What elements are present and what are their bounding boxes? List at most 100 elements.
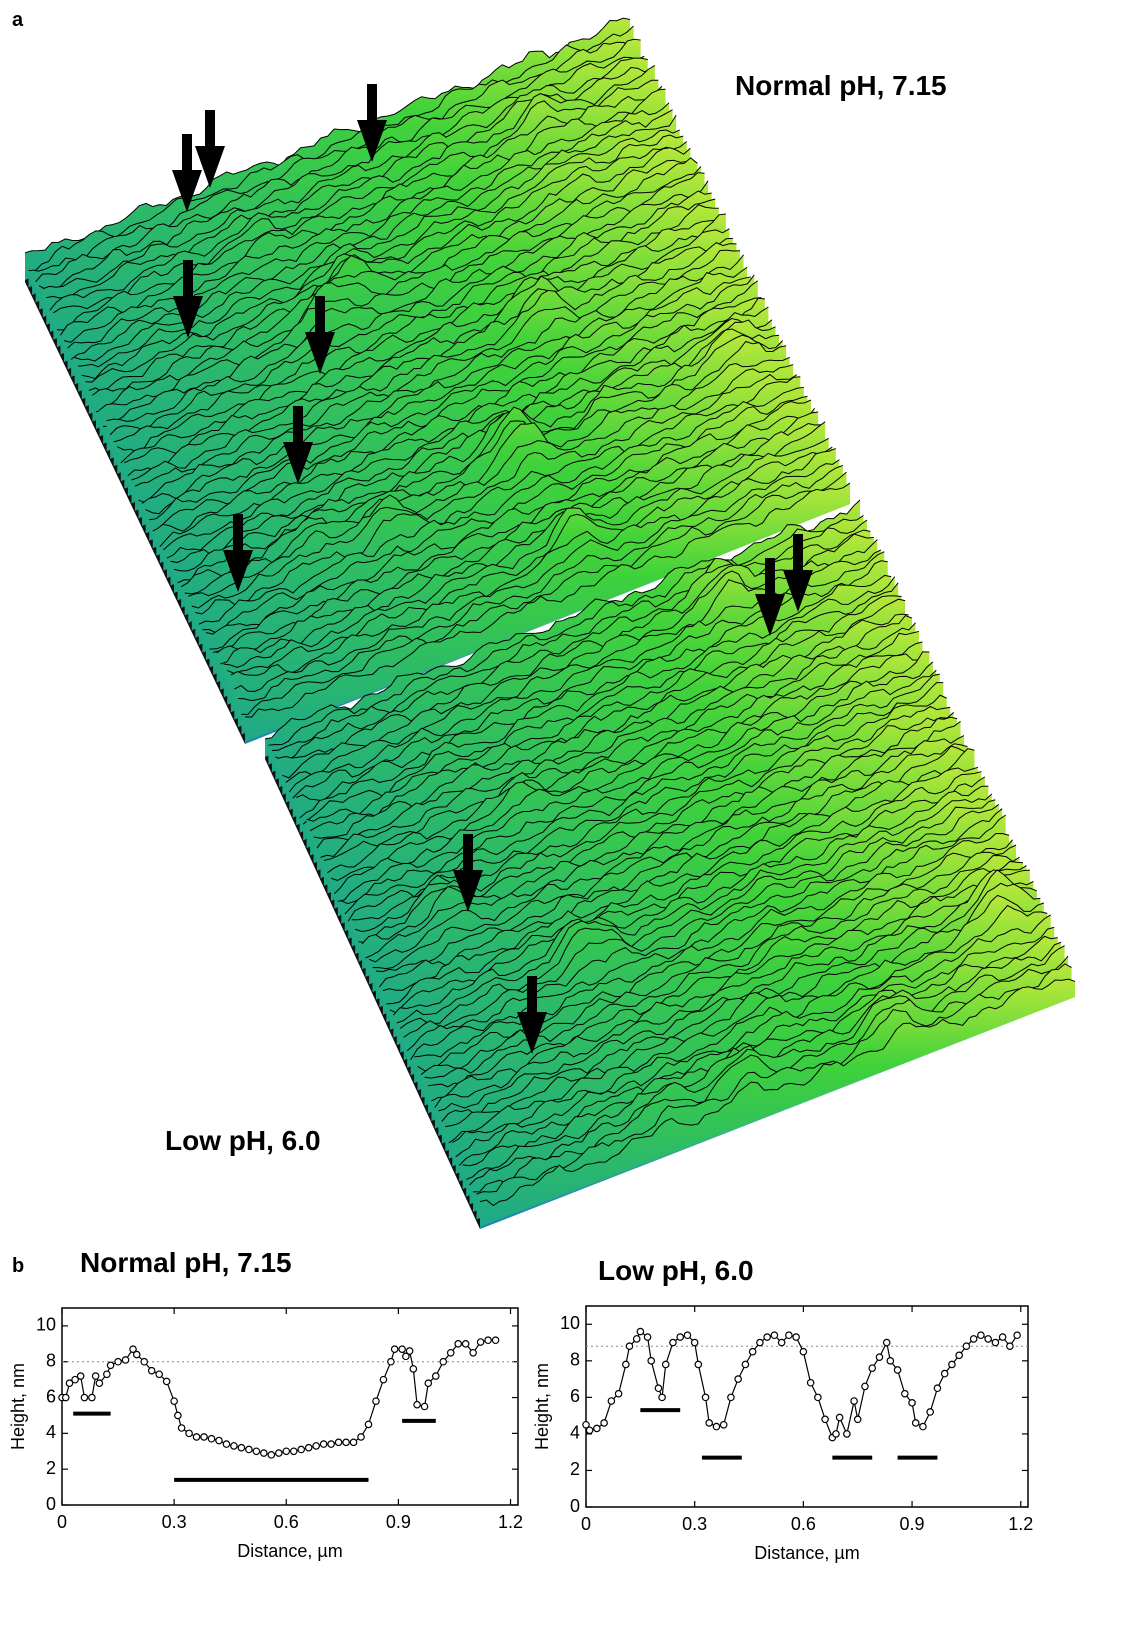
data-point xyxy=(305,1444,311,1450)
data-point xyxy=(448,1350,454,1356)
data-point xyxy=(175,1412,181,1418)
data-point xyxy=(644,1334,650,1340)
data-point xyxy=(485,1337,491,1343)
data-point xyxy=(201,1434,207,1440)
data-point xyxy=(608,1398,614,1404)
data-point xyxy=(822,1416,828,1422)
data-point xyxy=(283,1448,289,1454)
data-point xyxy=(276,1450,282,1456)
data-point xyxy=(749,1348,755,1354)
surface-plots xyxy=(25,18,1075,1229)
x-axis-label: Distance, µm xyxy=(237,1541,342,1561)
data-point xyxy=(887,1358,893,1364)
data-point xyxy=(365,1421,371,1427)
y-tick-label: 10 xyxy=(36,1315,56,1335)
x-tick-label: 0 xyxy=(581,1514,591,1534)
surface-label: Low pH, 6.0 xyxy=(165,1125,321,1156)
x-tick-label: 0.6 xyxy=(274,1512,299,1532)
data-point xyxy=(927,1409,933,1415)
data-point xyxy=(81,1394,87,1400)
data-point xyxy=(869,1365,875,1371)
y-tick-label: 6 xyxy=(46,1386,56,1406)
data-point xyxy=(894,1367,900,1373)
data-point xyxy=(171,1398,177,1404)
data-point xyxy=(350,1439,356,1445)
y-tick-label: 4 xyxy=(570,1423,580,1443)
data-point xyxy=(956,1352,962,1358)
data-point xyxy=(122,1357,128,1363)
data-point xyxy=(462,1341,468,1347)
data-point xyxy=(440,1359,446,1365)
data-point xyxy=(601,1420,607,1426)
data-point xyxy=(470,1350,476,1356)
data-point xyxy=(855,1416,861,1422)
data-point xyxy=(876,1354,882,1360)
data-point xyxy=(421,1403,427,1409)
x-tick-label: 1.2 xyxy=(1008,1514,1033,1534)
data-point xyxy=(793,1334,799,1340)
data-point xyxy=(735,1376,741,1382)
data-point xyxy=(268,1452,274,1458)
data-point xyxy=(77,1373,83,1379)
data-point xyxy=(1007,1343,1013,1349)
data-point xyxy=(691,1339,697,1345)
data-point xyxy=(909,1400,915,1406)
panel-label: a xyxy=(12,9,24,31)
y-tick-label: 2 xyxy=(46,1458,56,1478)
data-point xyxy=(414,1402,420,1408)
plot-frame xyxy=(62,1308,518,1505)
data-point xyxy=(851,1398,857,1404)
data-point xyxy=(663,1361,669,1367)
data-point xyxy=(373,1398,379,1404)
data-point xyxy=(238,1444,244,1450)
data-point xyxy=(978,1332,984,1338)
data-point xyxy=(163,1378,169,1384)
data-point xyxy=(134,1351,140,1357)
y-tick-label: 6 xyxy=(570,1386,580,1406)
data-point xyxy=(406,1348,412,1354)
data-point xyxy=(742,1361,748,1367)
data-point xyxy=(298,1446,304,1452)
data-point xyxy=(684,1332,690,1338)
data-point xyxy=(800,1348,806,1354)
data-point xyxy=(186,1430,192,1436)
data-point xyxy=(104,1371,110,1377)
line-chart: Normal pH, 7.15024681000.30.60.91.2Dista… xyxy=(8,1247,523,1561)
data-point xyxy=(107,1362,113,1368)
data-point xyxy=(178,1425,184,1431)
data-point xyxy=(833,1431,839,1437)
data-point xyxy=(63,1394,69,1400)
data-point xyxy=(343,1439,349,1445)
data-point xyxy=(391,1346,397,1352)
data-point xyxy=(623,1361,629,1367)
data-point xyxy=(807,1380,813,1386)
x-tick-label: 0 xyxy=(57,1512,67,1532)
data-point xyxy=(455,1341,461,1347)
data-point xyxy=(659,1394,665,1400)
data-point xyxy=(757,1339,763,1345)
x-tick-label: 0.3 xyxy=(162,1512,187,1532)
data-point xyxy=(985,1336,991,1342)
data-point xyxy=(884,1339,890,1345)
data-point xyxy=(912,1420,918,1426)
line-chart: Low pH, 6.0024681000.30.60.91.2Distance,… xyxy=(532,1255,1033,1563)
data-point xyxy=(425,1380,431,1386)
data-point xyxy=(216,1437,222,1443)
y-tick-label: 8 xyxy=(46,1350,56,1370)
figure: a Normal pH, 7.15 Low pH, 6.0 b Normal p… xyxy=(0,0,1125,1640)
data-point xyxy=(477,1339,483,1345)
x-tick-label: 0.6 xyxy=(791,1514,816,1534)
data-point xyxy=(728,1394,734,1400)
data-point xyxy=(156,1371,162,1377)
data-point xyxy=(193,1434,199,1440)
data-point xyxy=(771,1332,777,1338)
data-point xyxy=(320,1441,326,1447)
panel-label: b xyxy=(12,1255,24,1277)
x-axis-label: Distance, µm xyxy=(754,1543,859,1563)
data-point xyxy=(902,1391,908,1397)
data-point xyxy=(92,1373,98,1379)
data-point xyxy=(594,1425,600,1431)
data-point xyxy=(677,1334,683,1340)
data-point xyxy=(713,1423,719,1429)
data-point xyxy=(115,1359,121,1365)
